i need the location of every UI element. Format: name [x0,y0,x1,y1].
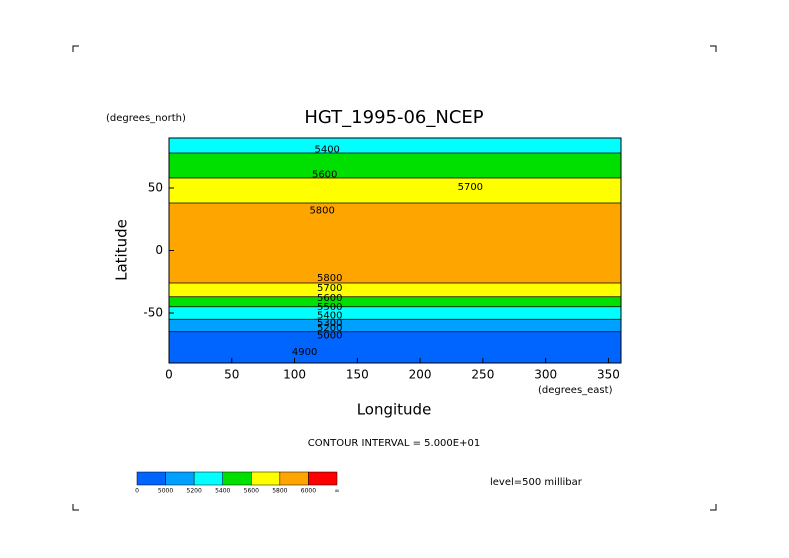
filled-band [169,178,621,203]
y-unit: (degrees_north) [106,113,186,124]
filled-band [169,319,621,332]
x-tick-label: 350 [597,368,620,382]
x-tick-label: 300 [534,368,557,382]
filled-band [169,138,621,153]
x-tick-label: 200 [409,368,432,382]
contour-label: 5700 [458,182,483,193]
colorbar-label: 5600 [244,488,259,495]
colorbar-label: 5800 [272,488,287,495]
corner-marks [72,45,717,511]
x-tick-label: 50 [224,368,239,382]
contour-label: 4900 [292,347,317,358]
filled-band [169,296,621,307]
colorbar-box [308,471,338,486]
contour-label: 5200 [317,323,342,334]
y-tick-label: 0 [155,243,163,257]
contour-label: 5600 [317,293,342,304]
x-tick-label: 150 [346,368,369,382]
contour-label: 5600 [312,169,337,180]
contour-label: 5500 [317,302,342,313]
contour-label: 5800 [309,206,334,217]
colorbar-label: 5200 [187,488,202,495]
contour-label: 5300 [317,318,342,329]
x-tick-label: 250 [471,368,494,382]
contour-interval: CONTOUR INTERVAL = 5.000E+01 [308,438,480,449]
colorbar-box [251,471,281,486]
colorbar-box [193,471,223,486]
colorbar-box [165,471,195,486]
x-tick-label: 0 [165,368,173,382]
level-note: level=500 millibar [490,477,583,488]
filled-band [169,306,621,320]
chart-title: HGT_1995-06_NCEP [304,107,483,128]
contour-label: 5000 [317,331,342,342]
contour-label: 5800 [317,273,342,284]
contour-label: 5700 [317,283,342,294]
colorbar-label: 5000 [158,488,173,495]
contour-label: 5400 [317,311,342,322]
colorbar-box [136,471,166,486]
filled-band [169,331,621,363]
colorbar-label: 0 [135,488,139,495]
colorbar-label: 5400 [215,488,230,495]
filled-band [169,283,621,297]
y-axis-label: Latitude [113,219,131,281]
colorbar-box [279,471,309,486]
y-tick-label: 50 [148,181,163,195]
colorbar-box [222,471,252,486]
contour-label: 5400 [314,144,339,155]
colorbar-label: 6000 [301,488,316,495]
y-tick-label: -50 [143,306,163,320]
x-tick-label: 100 [283,368,306,382]
filled-band [169,203,621,283]
x-axis-label: Longitude [357,401,432,419]
filled-band [169,153,621,178]
x-unit: (degrees_east) [538,385,613,396]
colorbar-end-label: ∞ [335,488,340,495]
